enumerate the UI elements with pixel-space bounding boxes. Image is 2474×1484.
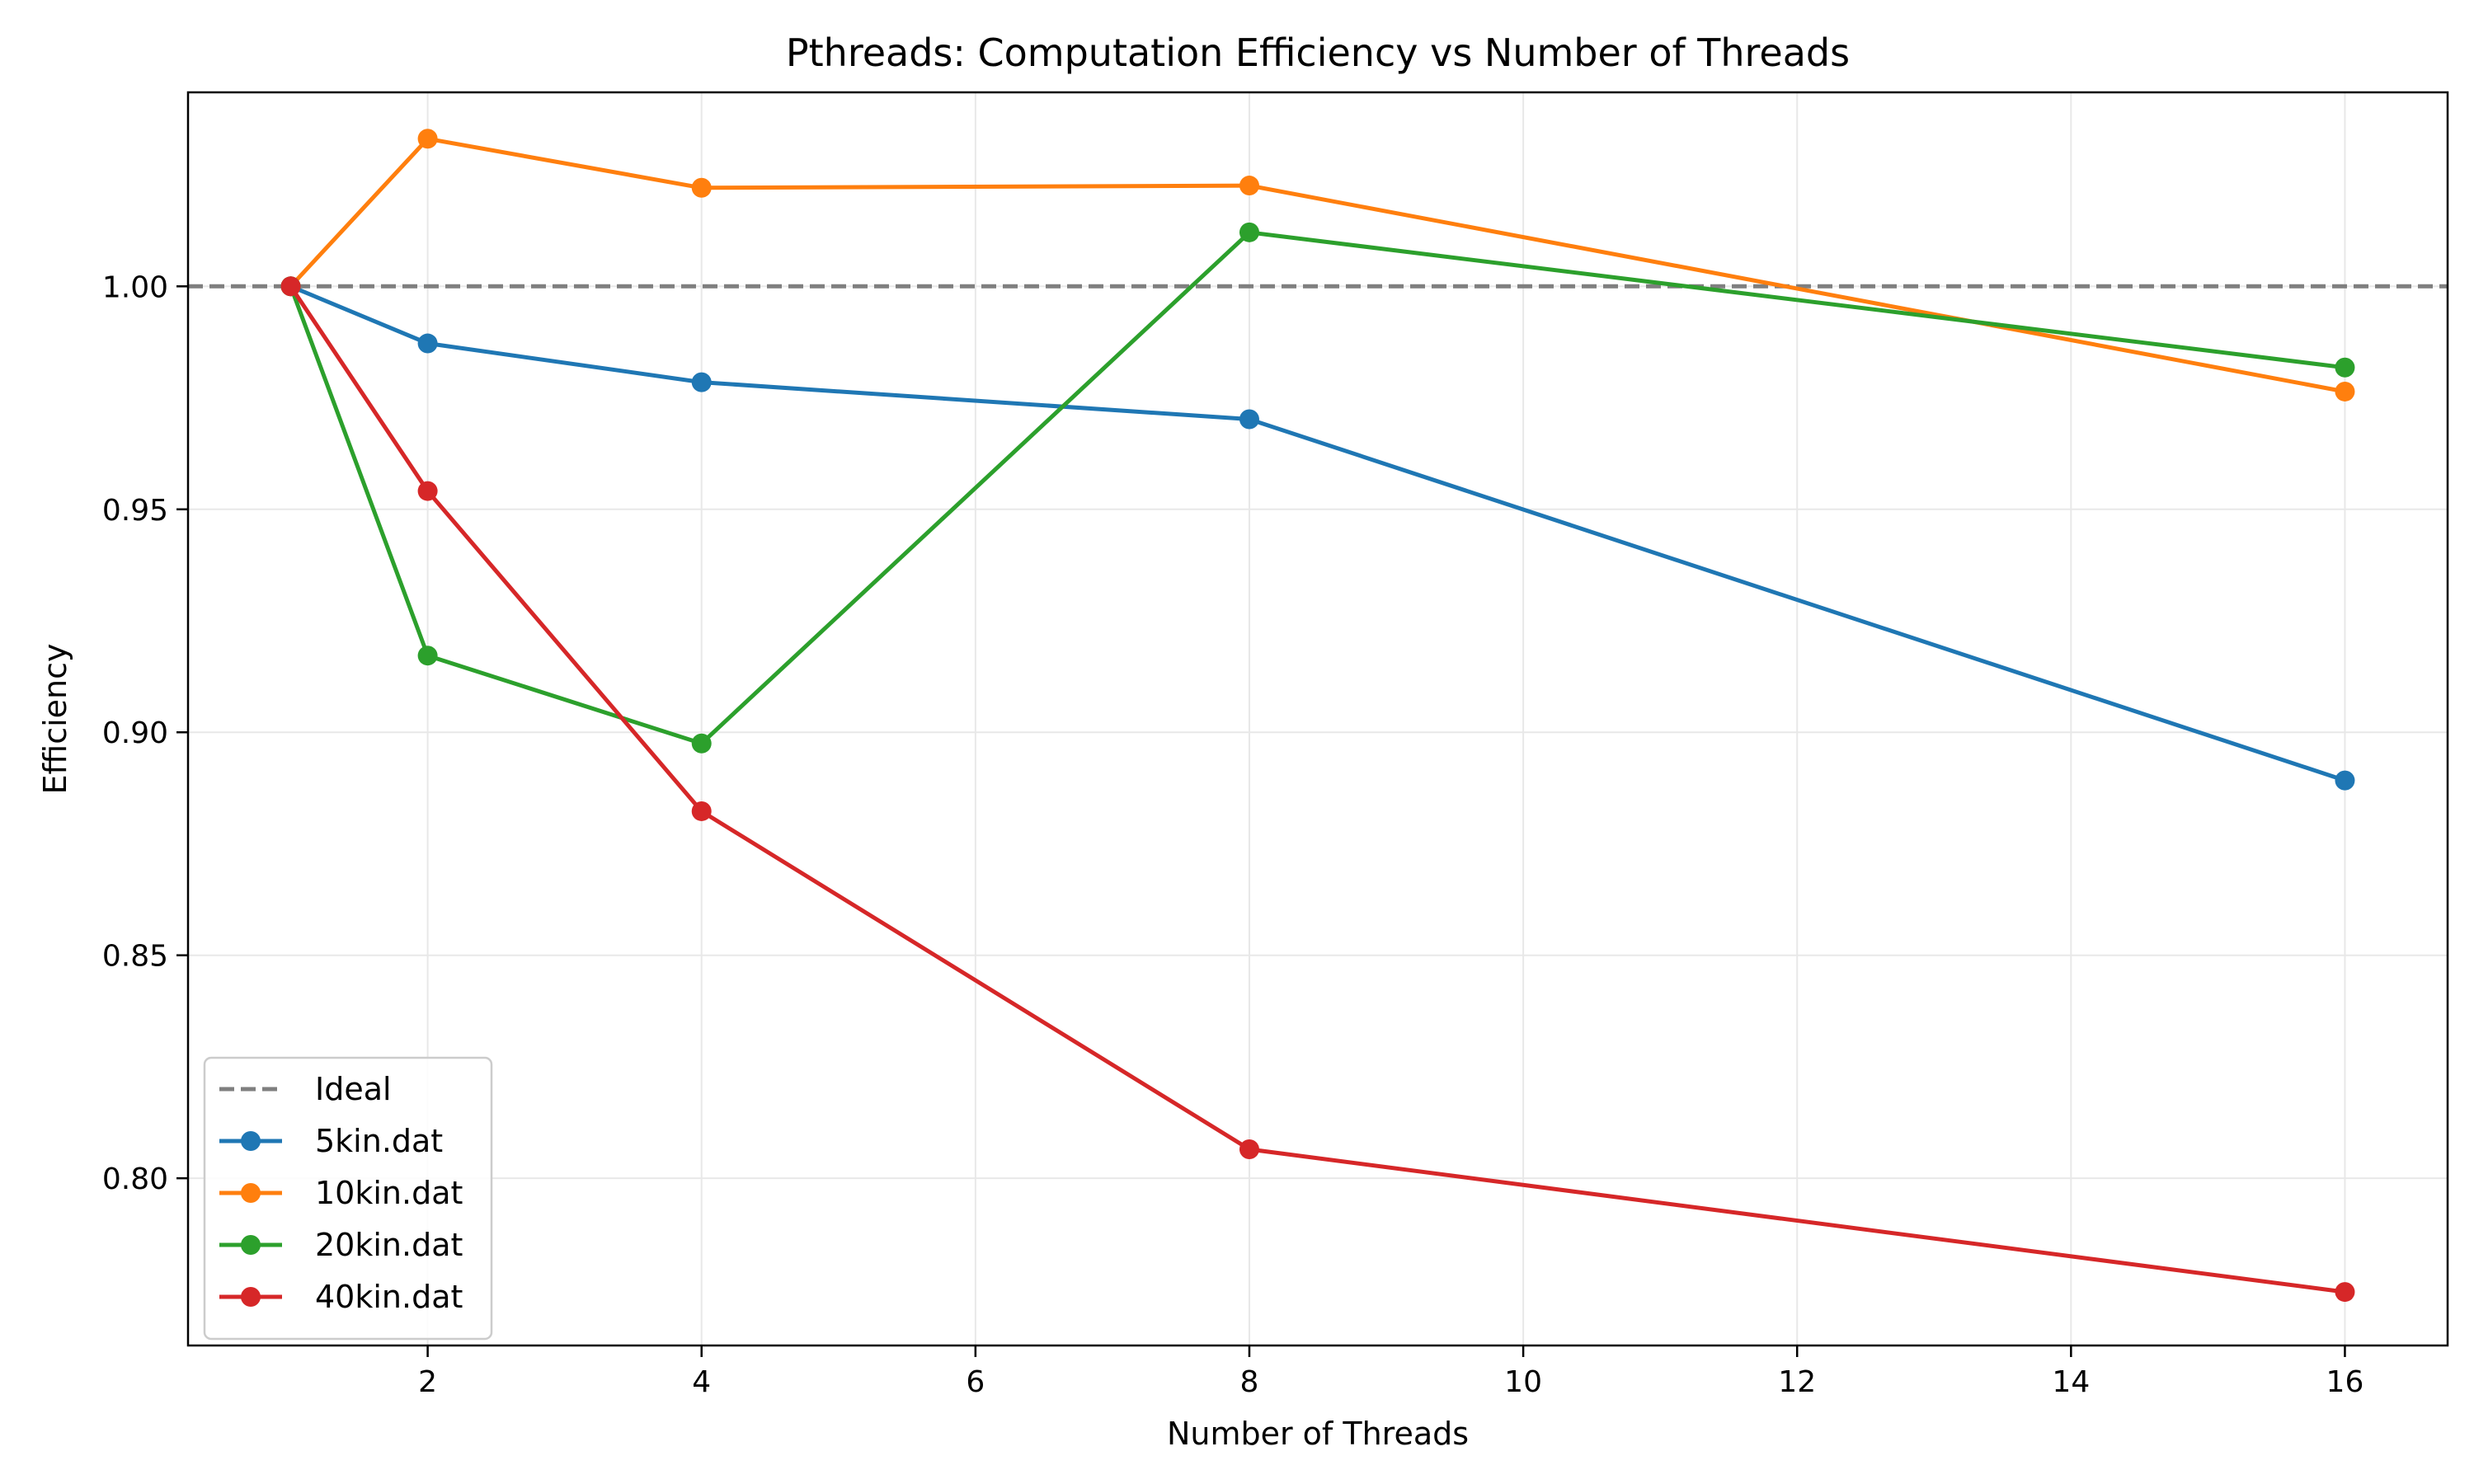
data-point-5kin-dat-x4 [691, 372, 712, 392]
x-axis-ticks: 2 4 6 8 10 12 14 16 [418, 1345, 2363, 1399]
data-point-40kin-dat-x2 [417, 481, 438, 501]
x-axis-label: Number of Threads [1167, 1416, 1469, 1452]
series-group [280, 129, 2355, 1303]
y-tick-label: 0.95 [102, 494, 168, 528]
series-40kin-dat [280, 276, 2355, 1303]
data-point-10kin-dat-x16 [2335, 381, 2355, 402]
legend-entry-ideal: Ideal [219, 1071, 392, 1107]
legend-swatch-marker [241, 1131, 261, 1151]
legend: Ideal 5kin.dat 10kin.dat 20kin.dat 40kin.dat [203, 1056, 493, 1341]
legend-label: 40kin.dat [315, 1279, 463, 1315]
x-tick-label: 14 [2052, 1365, 2090, 1399]
data-point-5kin-dat-x8 [1239, 409, 1259, 430]
legend-label: 20kin.dat [315, 1227, 463, 1263]
data-point-5kin-dat-x2 [417, 333, 438, 354]
x-tick-label: 10 [1504, 1365, 1542, 1399]
legend-entry-20kin-dat: 20kin.dat [219, 1227, 463, 1263]
plot-area-frame [186, 91, 2449, 1347]
data-point-40kin-dat-x16 [2335, 1282, 2355, 1303]
legend-label: Ideal [315, 1071, 392, 1107]
grid-lines [188, 92, 2448, 1345]
y-tick-label: 0.85 [102, 940, 168, 974]
x-tick-label: 12 [1778, 1365, 1816, 1399]
data-point-40kin-dat-x4 [691, 801, 712, 821]
y-tick-label: 0.80 [102, 1162, 168, 1196]
series-10kin-dat [280, 129, 2355, 402]
x-tick-label: 8 [1240, 1365, 1259, 1399]
data-point-40kin-dat-x8 [1239, 1139, 1259, 1159]
x-tick-label: 4 [692, 1365, 711, 1399]
y-axis-label: Efficiency [37, 643, 73, 794]
x-tick-label: 16 [2326, 1365, 2364, 1399]
y-tick-label: 0.90 [102, 716, 168, 750]
data-point-5kin-dat-x16 [2335, 770, 2355, 791]
legend-swatch-marker [241, 1183, 261, 1203]
data-point-40kin-dat-x1 [280, 276, 301, 297]
data-point-20kin-dat-x16 [2335, 357, 2355, 378]
legend-swatch-marker [241, 1287, 261, 1307]
y-axis-ticks: 0.80 0.85 0.90 0.95 1.00 [102, 270, 188, 1196]
data-point-10kin-dat-x4 [691, 177, 712, 198]
data-point-20kin-dat-x2 [417, 646, 438, 666]
x-tick-label: 6 [966, 1365, 985, 1399]
legend-label: 5kin.dat [315, 1123, 443, 1159]
data-point-10kin-dat-x2 [417, 129, 438, 149]
data-point-20kin-dat-x4 [691, 733, 712, 754]
data-point-20kin-dat-x8 [1239, 222, 1259, 242]
x-tick-label: 2 [418, 1365, 437, 1399]
data-point-10kin-dat-x8 [1239, 176, 1259, 196]
chart-title: Pthreads: Computation Efficiency vs Numb… [786, 31, 1850, 75]
legend-box [203, 1056, 493, 1341]
legend-entry-40kin-dat: 40kin.dat [219, 1279, 463, 1315]
legend-swatch-marker [241, 1235, 261, 1255]
y-tick-label: 1.00 [102, 270, 168, 304]
legend-label: 10kin.dat [315, 1175, 463, 1211]
legend-entry-10kin-dat: 10kin.dat [219, 1175, 463, 1211]
legend-entry-5kin-dat: 5kin.dat [219, 1123, 443, 1159]
